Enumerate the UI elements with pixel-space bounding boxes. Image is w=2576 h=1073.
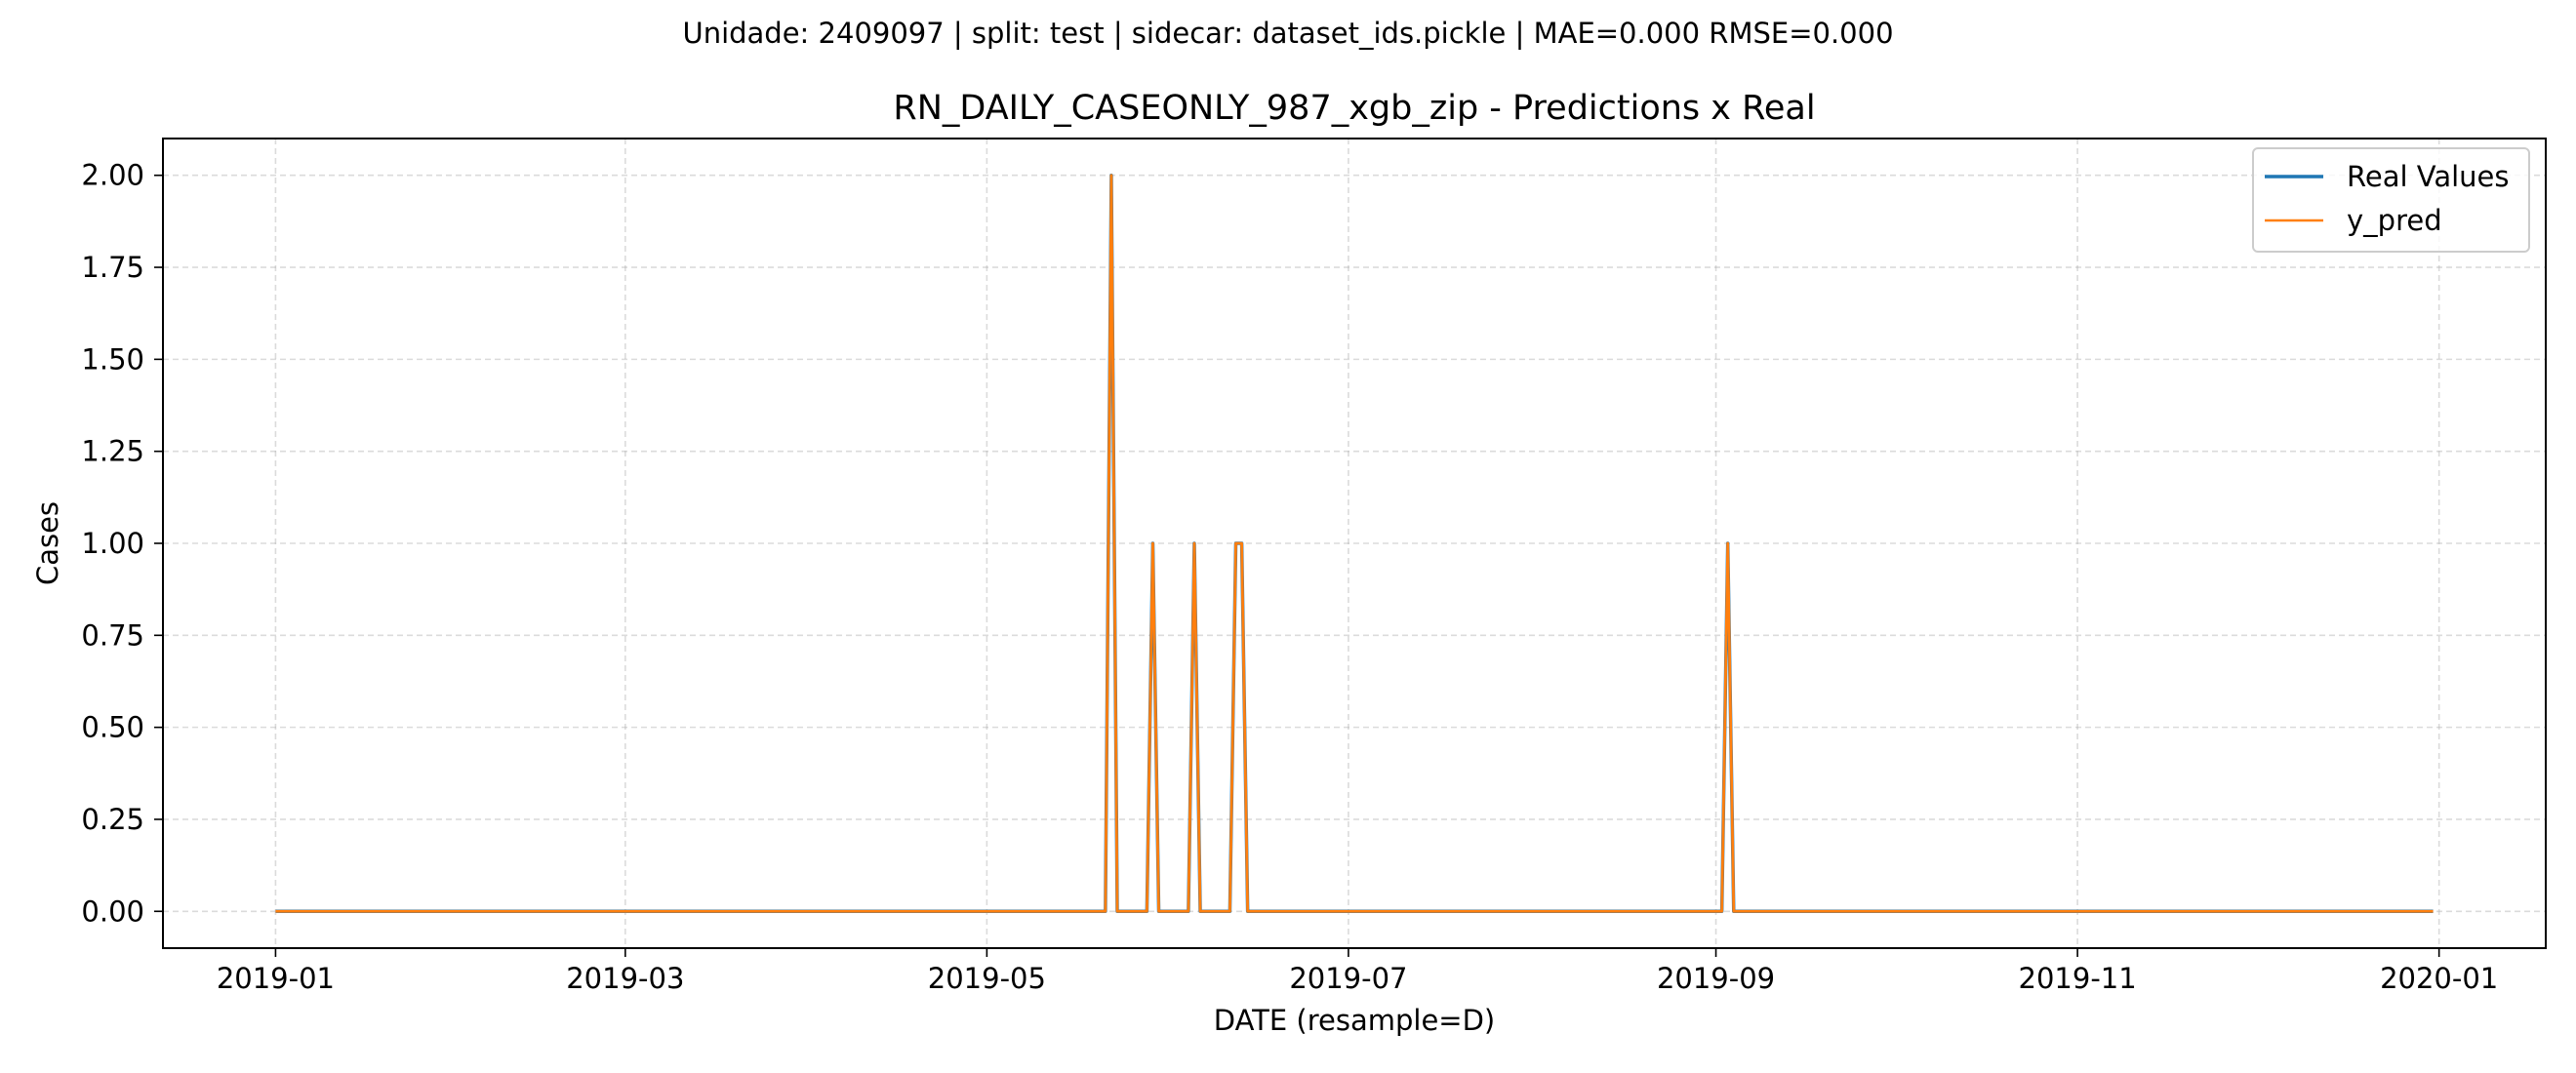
legend-label-y-pred: y_pred — [2347, 204, 2442, 237]
y-tick-label: 0.25 — [81, 803, 144, 836]
y-axis-label: Cases — [31, 501, 64, 585]
x-tick-label: 2019-11 — [2019, 962, 2137, 995]
x-tick-label: 2019-03 — [566, 962, 684, 995]
x-tick-label: 2020-01 — [2380, 962, 2498, 995]
x-tick-label: 2019-05 — [928, 962, 1046, 995]
y-tick-label: 1.50 — [81, 342, 144, 376]
legend-box — [2252, 147, 2530, 253]
y-tick-label: 0.00 — [81, 894, 144, 928]
legend-label-real-values: Real Values — [2347, 160, 2509, 193]
plot-frame — [162, 138, 2547, 949]
x-tick-label: 2019-01 — [217, 962, 335, 995]
x-tick-label: 2019-09 — [1657, 962, 1775, 995]
y-tick-label: 1.00 — [81, 527, 144, 560]
grid-layer — [163, 139, 2546, 948]
y-tick-label: 1.75 — [81, 251, 144, 284]
legend: Real Values y_pred — [2252, 147, 2530, 253]
chart-title: RN_DAILY_CASEONLY_987_xgb_zip - Predicti… — [893, 89, 1815, 128]
y-tick-label: 0.50 — [81, 711, 144, 744]
y-tick-label: 1.25 — [81, 435, 144, 468]
series-line-y-pred — [275, 174, 2434, 913]
y-tick-label: 2.00 — [81, 159, 144, 192]
ticks-layer: 2019-01 2019-03 2019-05 2019-07 2019-09 2019-… — [81, 159, 2498, 995]
x-axis-label: DATE (resample=D) — [1214, 1004, 1496, 1037]
chart-suptitle: Unidade: 2409097 | split: test | sidecar… — [682, 17, 1893, 50]
y-tick-label: 0.75 — [81, 618, 144, 652]
series-layer — [275, 173, 2434, 914]
x-tick-label: 2019-07 — [1289, 962, 1407, 995]
